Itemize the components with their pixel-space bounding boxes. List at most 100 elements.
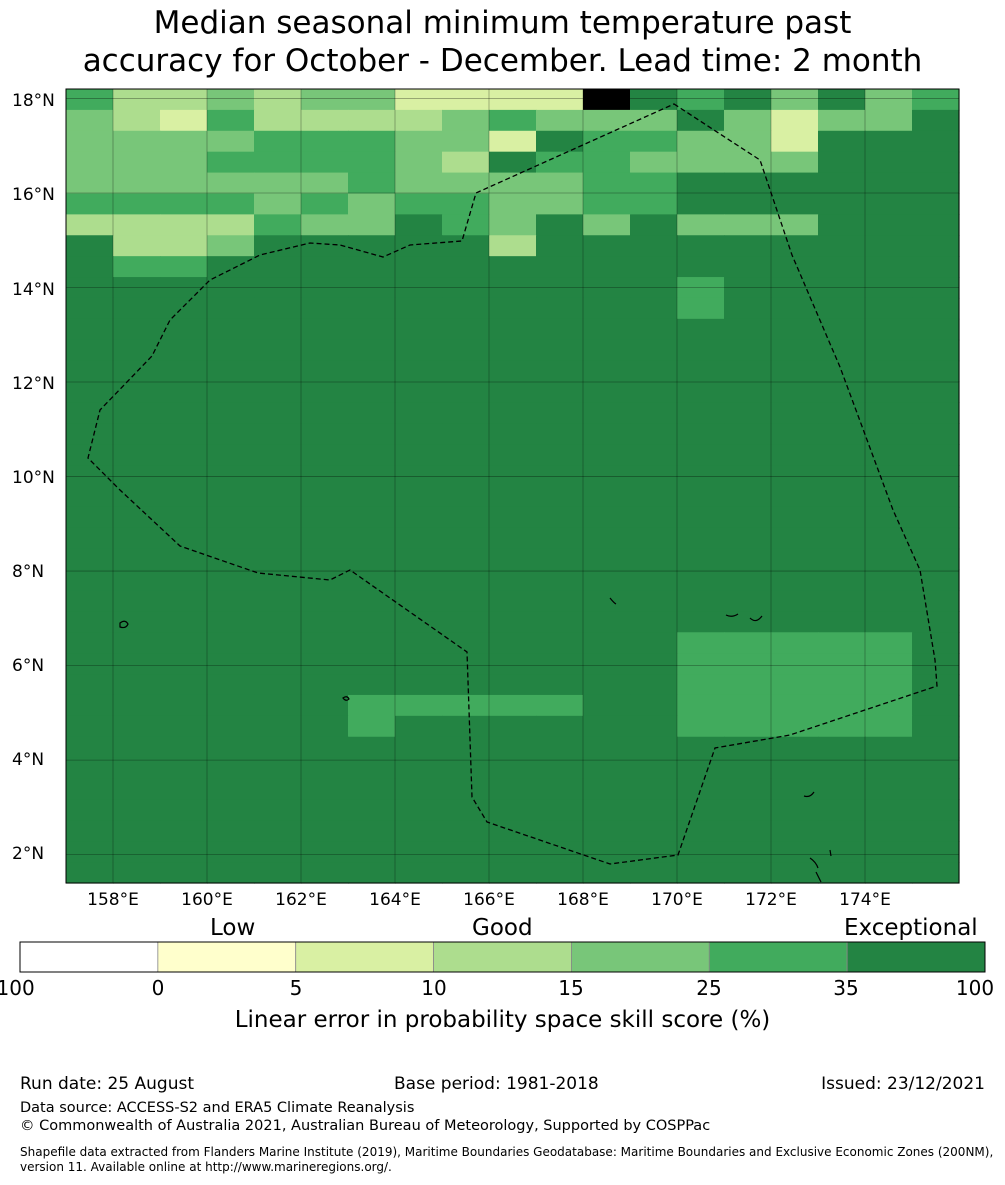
grid-cell: [724, 757, 772, 780]
grid-cell: [912, 130, 960, 153]
grid-cell: [583, 736, 631, 759]
grid-cell: [724, 590, 772, 612]
grid-cell: [630, 841, 678, 863]
grid-cell: [442, 799, 490, 821]
grid-cell: [160, 423, 208, 445]
lat-label-18n: 18°N: [12, 91, 55, 111]
grid-cell: [348, 89, 396, 111]
grid-cell: [583, 235, 631, 257]
grid-cell: [395, 653, 443, 675]
grid-cell: [583, 674, 631, 696]
colorbar-word-exceptional: Exceptional: [844, 915, 978, 941]
grid-cell: [865, 632, 913, 654]
grid-cell: [630, 778, 678, 801]
grid-cell: [301, 256, 349, 278]
grid-cell: [677, 423, 725, 445]
grid-cell: [301, 402, 349, 424]
grid-cell: [818, 841, 866, 863]
grid-cell: [583, 277, 631, 299]
grid-cell: [818, 653, 866, 675]
grid-cell: [771, 402, 819, 424]
grid-cell: [489, 506, 537, 529]
grid-cell: [207, 444, 255, 466]
grid-cell: [536, 360, 584, 383]
grid-cell: [677, 339, 725, 362]
grid-cell: [677, 820, 725, 842]
grid-cell: [912, 486, 960, 508]
grid-cell: [301, 214, 349, 236]
grid-cell: [912, 151, 960, 174]
grid-cell: [66, 297, 114, 320]
grid-cell: [160, 402, 208, 424]
grid-cell: [583, 214, 631, 236]
grid-cell: [677, 799, 725, 821]
grid-cell: [348, 444, 396, 466]
grid-cell: [66, 130, 114, 153]
grid-cell: [301, 360, 349, 383]
grid-cell: [630, 465, 678, 487]
grid-cell: [160, 694, 208, 717]
grid-cell: [348, 318, 396, 341]
grid-cell: [301, 736, 349, 759]
grid-cell: [113, 736, 161, 759]
grid-cell: [912, 778, 960, 801]
grid-cell: [395, 360, 443, 383]
grid-cell: [865, 381, 913, 404]
grid-cell: [113, 486, 161, 508]
lat-label-8n: 8°N: [12, 562, 45, 582]
run-date: Run date: 25 August: [20, 1074, 194, 1094]
grid-cell: [536, 611, 584, 633]
grid-cell: [818, 569, 866, 592]
grid-cell: [395, 632, 443, 654]
grid-cell: [724, 381, 772, 404]
grid-cell: [865, 506, 913, 529]
grid-cell: [113, 318, 161, 341]
grid-cell: [724, 653, 772, 675]
grid-cell: [489, 172, 537, 195]
grid-cell: [442, 820, 490, 842]
grid-cell: [771, 297, 819, 320]
grid-cell: [583, 151, 631, 174]
grid-cell: [489, 89, 537, 111]
grid-cell: [912, 172, 960, 195]
island-outline: [829, 849, 832, 857]
map-title-line-2: accuracy for October - December. Lead ti…: [82, 43, 923, 79]
grid-cell: [442, 235, 490, 257]
grid-cell: [254, 736, 302, 759]
grid-cell: [113, 465, 161, 487]
grid-cell: [254, 423, 302, 445]
island-outline: [803, 791, 815, 798]
grid-cell: [254, 527, 302, 550]
grid-cell: [348, 423, 396, 445]
grid-cell: [724, 277, 772, 299]
grid-cell: [113, 402, 161, 424]
grid-cell: [66, 694, 114, 717]
grid-cell: [207, 297, 255, 320]
grid-cell: [771, 339, 819, 362]
grid-cell: [536, 841, 584, 863]
grid-cell: [818, 235, 866, 257]
grid-cell: [395, 130, 443, 153]
grid-cell: [724, 841, 772, 863]
grid-cell: [66, 402, 114, 424]
grid-cell: [489, 569, 537, 592]
grid-cell: [395, 381, 443, 404]
lat-label-10n: 10°N: [12, 468, 55, 488]
grid-cell: [724, 674, 772, 696]
grid-cell: [630, 799, 678, 821]
grid-cell: [771, 277, 819, 299]
grid-cell: [536, 653, 584, 675]
grid-cell: [160, 256, 208, 278]
grid-cell: [630, 820, 678, 842]
grid-cell: [771, 862, 819, 884]
grid-cell: [630, 611, 678, 633]
grid-cell: [630, 674, 678, 696]
grid-cell: [536, 486, 584, 508]
grid-cell: [536, 694, 584, 717]
grid-cell: [583, 590, 631, 612]
grid-cell: [865, 820, 913, 842]
grid-cell: [865, 799, 913, 821]
grid-cell: [818, 611, 866, 633]
grid-cell: [395, 569, 443, 592]
